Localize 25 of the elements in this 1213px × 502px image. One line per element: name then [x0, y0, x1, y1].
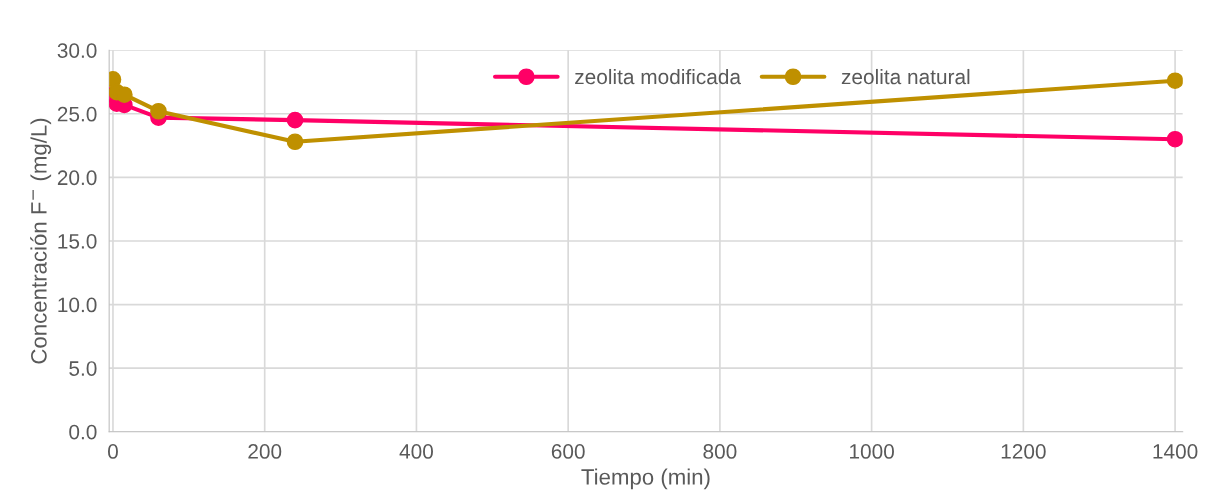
- x-tick-label: 0: [107, 444, 118, 459]
- point: [1166, 130, 1183, 148]
- x-tick-label: 200: [248, 444, 282, 459]
- y-tick-label: 20.0: [57, 170, 97, 186]
- y-tick-label: 15.0: [58, 233, 97, 249]
- x-tick-label: 600: [551, 444, 585, 459]
- point: [286, 133, 304, 151]
- point: [1166, 72, 1183, 90]
- point: [286, 111, 304, 129]
- y-tick-label: 10.0: [58, 297, 97, 313]
- y-tick-label: 30.0: [57, 43, 97, 58]
- x-tick-label: 1200: [1001, 444, 1046, 459]
- y-tick-label: 5.0: [69, 361, 97, 376]
- x-tick-label: 1400: [1153, 444, 1198, 459]
- y-axis-title: Concentración F$^{−}$ (mg/L): [30, 118, 52, 364]
- x-tick-label: 800: [703, 444, 737, 459]
- y-tick-label: 25.0: [57, 106, 97, 122]
- legend-label: zeolita natural: [841, 68, 970, 85]
- y-tick-label: 0.0: [69, 424, 97, 440]
- point: [116, 86, 133, 104]
- point: [150, 102, 167, 120]
- x-tick-label: 1000: [850, 444, 894, 459]
- x-tick-label: 400: [399, 444, 433, 459]
- legend-label: zeolita modificada: [575, 68, 741, 85]
- x-axis-title: Tiempo (min): [581, 468, 710, 490]
